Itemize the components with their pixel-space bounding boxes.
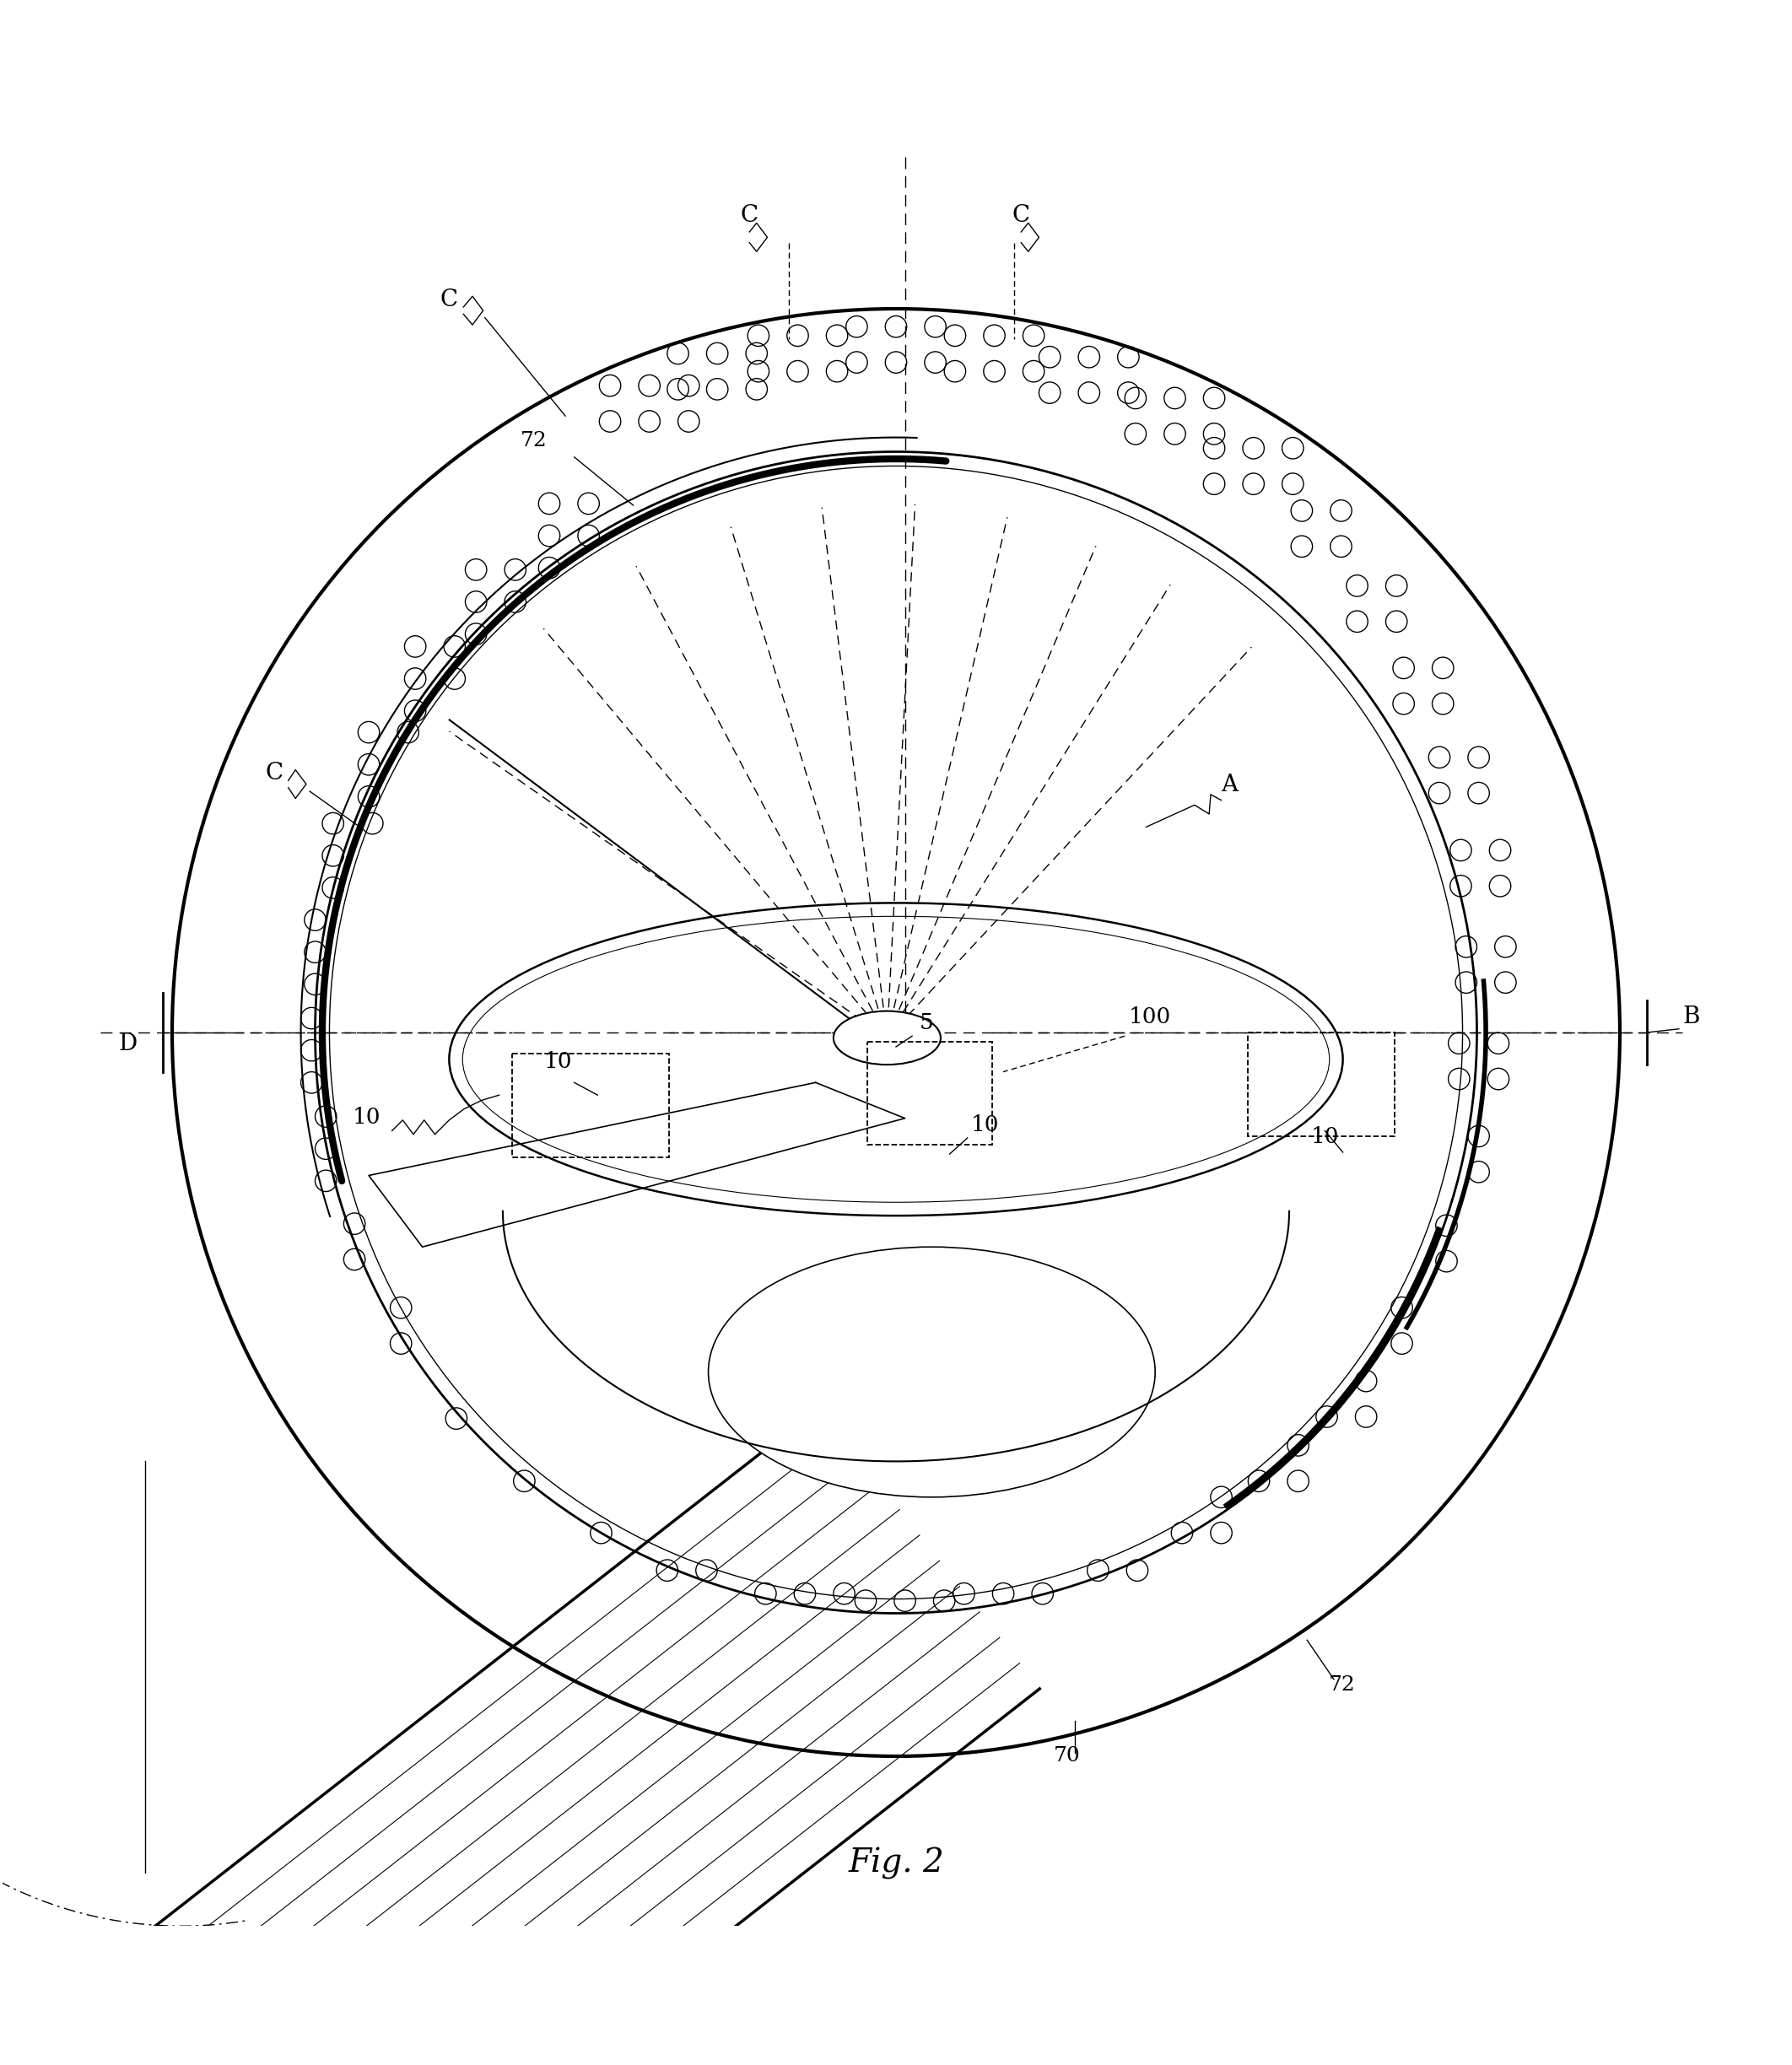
Text: Fig. 2: Fig. 2 — [848, 1848, 944, 1879]
Text: C: C — [740, 204, 758, 227]
Bar — [867, 1041, 993, 1146]
Text: C: C — [441, 289, 459, 312]
Text: C: C — [265, 762, 283, 785]
Text: 10: 10 — [353, 1107, 382, 1127]
Text: 10: 10 — [1310, 1125, 1339, 1148]
Text: 10: 10 — [545, 1051, 572, 1072]
Text: C: C — [1012, 204, 1030, 227]
Text: 72: 72 — [1328, 1675, 1355, 1695]
Text: A: A — [1222, 774, 1238, 797]
Text: 70: 70 — [1054, 1747, 1081, 1766]
Text: D: D — [118, 1032, 138, 1055]
Text: 100: 100 — [1129, 1008, 1170, 1028]
Bar — [513, 1053, 668, 1158]
Ellipse shape — [450, 902, 1342, 1216]
Polygon shape — [369, 1082, 905, 1247]
Text: B: B — [1683, 1006, 1701, 1028]
Ellipse shape — [833, 1012, 941, 1066]
Ellipse shape — [708, 1247, 1156, 1497]
Ellipse shape — [462, 917, 1330, 1202]
Circle shape — [172, 310, 1620, 1755]
Bar — [1247, 1032, 1394, 1136]
Text: 5: 5 — [919, 1012, 934, 1032]
Text: 72: 72 — [521, 432, 547, 450]
Text: 10: 10 — [971, 1113, 1000, 1136]
